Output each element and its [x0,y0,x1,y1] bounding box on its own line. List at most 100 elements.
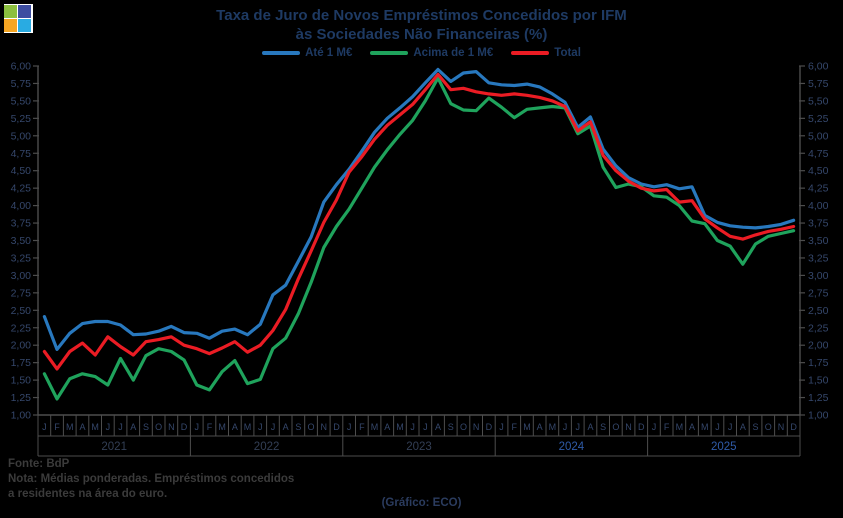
x-month-letter: J [576,422,581,432]
x-month-letter: M [66,422,74,432]
x-month-letter: M [676,422,684,432]
y-tick-label-left: 3,50 [11,235,32,247]
x-month-letter: J [715,422,720,432]
y-tick-label-right: 3,50 [808,235,829,247]
y-tick-label-left: 4,50 [11,165,32,177]
logo-square-bottom-right [18,19,31,32]
x-month-letter: D [638,422,645,432]
x-month-letter: D [486,422,493,432]
logo-square-top-right [18,5,31,18]
x-month-letter: J [347,422,352,432]
y-tick-label-left: 1,75 [11,357,32,369]
chart-title-line1: Taxa de Juro de Novos Empréstimos Conced… [216,7,627,24]
y-tick-label-left: 4,75 [11,148,32,160]
x-month-letter: J [271,422,276,432]
y-tick-label-right: 1,25 [808,392,829,404]
y-tick-label-left: 3,00 [11,270,32,282]
series-line-1 [42,76,796,401]
x-month-letter: S [295,422,301,432]
chart-title-line2: às Sociedades Não Financeiras (%) [295,26,548,43]
note-line-1: Nota: Médias ponderadas. Empréstimos con… [8,473,295,485]
logo-square-bottom-left [4,19,17,32]
x-month-letter: O [308,422,315,432]
legend-label: Total [554,47,581,59]
x-month-letter: J [563,422,568,432]
y-tick-label-right: 3,25 [808,252,829,264]
y-tick-label-left: 2,25 [11,322,32,334]
x-month-letter: N [778,422,785,432]
y-tick-label-right: 1,50 [808,375,829,387]
y-tick-label-right: 5,50 [808,95,829,107]
y-tick-label-right: 5,25 [808,113,829,125]
x-month-letter: J [42,422,47,432]
legend-item-2: Total [511,47,581,59]
y-tick-label-left: 5,25 [11,113,32,125]
y-axes: 6,00 6,00 5,75 5,75 5,50 5,50 5,25 5,25 5,00 5,00… [11,61,829,422]
x-month-letter: M [523,422,531,432]
legend-swatch-icon [262,51,301,55]
x-month-letter: O [460,422,467,432]
x-month-letter: J [423,422,428,432]
x-month-letter: F [664,422,670,432]
x-month-letter: M [396,422,404,432]
x-month-letter: A [740,422,746,432]
legend-label: Acima de 1 M€ [413,47,494,59]
y-tick-label-right: 4,50 [808,165,829,177]
y-tick-label-left: 1,25 [11,392,32,404]
y-tick-label-left: 2,50 [11,305,32,317]
y-tick-label-right: 2,75 [808,287,829,299]
x-month-letter: M [549,422,557,432]
x-month-letter: F [54,422,60,432]
note-line-2: a residentes na área do euro. [8,488,168,500]
x-month-letter: A [587,422,593,432]
chart-legend: Até 1 M€ Acima de 1 M€ Total [0,47,843,59]
series-line-2 [42,72,796,371]
x-month-letter: O [155,422,162,432]
source-notes: Fonte: BdP Nota: Médias ponderadas. Empr… [8,457,294,502]
logo-square-top-left [4,5,17,18]
x-month-letter: S [143,422,149,432]
x-month-letter: M [701,422,709,432]
x-month-letter: J [106,422,111,432]
x-month-letter: J [258,422,263,432]
x-month-letter: M [371,422,379,432]
y-tick-label-right: 3,00 [808,270,829,282]
legend-item-1: Acima de 1 M€ [370,47,493,59]
y-tick-label-right: 1,75 [808,357,829,369]
y-tick-label-left: 5,50 [11,95,32,107]
legend-swatch-icon [370,51,409,55]
site-logo [4,4,33,33]
y-tick-label-right: 2,25 [808,322,829,334]
y-tick-label-left: 1,00 [11,410,32,422]
x-month-letter: A [79,422,85,432]
legend-item-0: Até 1 M€ [262,47,352,59]
y-tick-label-right: 1,00 [808,410,829,422]
x-year-label: 2025 [711,441,737,453]
x-month-letter: F [207,422,213,432]
y-tick-label-left: 4,00 [11,200,32,212]
x-month-letter: D [181,422,188,432]
x-month-letter: F [512,422,518,432]
x-month-letter: D [333,422,340,432]
x-month-letter: J [195,422,200,432]
y-tick-label-right: 6,00 [808,61,829,73]
x-month-letter: S [600,422,606,432]
x-month-letter: F [359,422,365,432]
y-tick-label-right: 3,75 [808,218,829,230]
y-tick-label-left: 2,75 [11,287,32,299]
x-month-letter: J [410,422,415,432]
x-month-letter: N [168,422,175,432]
y-tick-label-right: 5,75 [808,78,829,90]
x-year-label: 2023 [406,441,432,453]
x-month-letter: M [91,422,99,432]
x-year-label: 2021 [101,441,127,453]
x-year-label: 2024 [559,441,585,453]
x-month-letter: A [232,422,238,432]
y-tick-label-left: 4,25 [11,183,32,195]
x-month-letter: J [652,422,657,432]
x-month-letter: A [130,422,136,432]
x-month-letter: J [118,422,123,432]
